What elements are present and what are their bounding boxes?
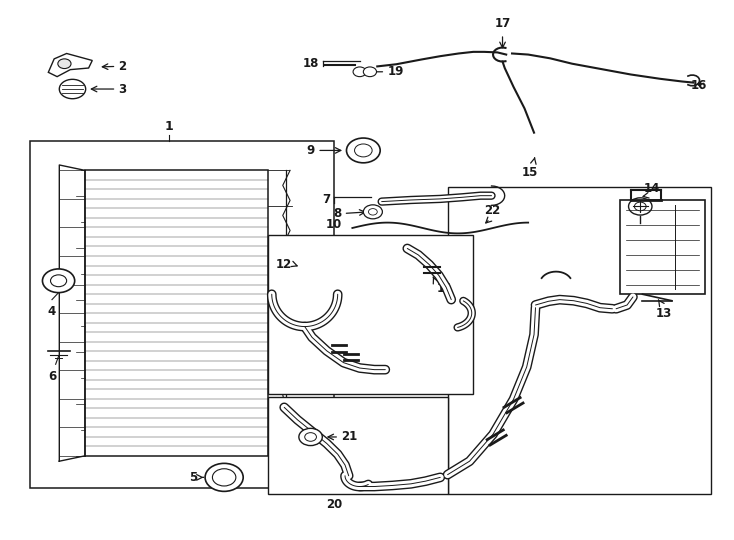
Circle shape	[634, 202, 646, 211]
Bar	[620, 200, 705, 294]
Text: 9: 9	[306, 144, 314, 157]
Text: 7: 7	[322, 193, 330, 206]
Circle shape	[205, 463, 243, 491]
Text: 14: 14	[644, 181, 661, 194]
Text: 17: 17	[495, 17, 511, 30]
Circle shape	[363, 67, 377, 77]
Circle shape	[43, 269, 75, 293]
Text: 3: 3	[118, 83, 126, 96]
Text: 21: 21	[341, 430, 357, 443]
Text: 18: 18	[303, 57, 319, 70]
Text: 22: 22	[484, 204, 501, 217]
Text: 5: 5	[189, 471, 197, 484]
Text: 15: 15	[521, 166, 538, 179]
Text: 20: 20	[326, 498, 342, 511]
Text: 2: 2	[118, 60, 126, 73]
Circle shape	[51, 275, 67, 287]
Circle shape	[58, 59, 71, 69]
Circle shape	[628, 198, 652, 215]
Text: 6: 6	[48, 370, 56, 383]
Text: 4: 4	[48, 305, 56, 318]
Bar	[268, 396, 448, 494]
Circle shape	[363, 205, 382, 219]
Text: 13: 13	[655, 307, 672, 320]
Circle shape	[355, 144, 372, 157]
Text: 12: 12	[276, 258, 292, 271]
Circle shape	[305, 433, 316, 441]
Text: 10: 10	[326, 218, 342, 231]
Circle shape	[59, 79, 86, 99]
Text: 11: 11	[437, 282, 453, 295]
Bar	[268, 235, 473, 394]
Text: 19: 19	[388, 65, 404, 78]
Bar	[30, 141, 334, 488]
Circle shape	[212, 469, 236, 486]
Text: 1: 1	[165, 120, 173, 133]
Circle shape	[346, 138, 380, 163]
Text: 8: 8	[333, 207, 341, 220]
Bar	[448, 186, 711, 494]
Circle shape	[299, 428, 322, 446]
Bar	[85, 170, 268, 456]
Polygon shape	[48, 53, 92, 77]
Circle shape	[368, 208, 377, 215]
Circle shape	[353, 67, 366, 77]
Text: 16: 16	[691, 79, 707, 92]
